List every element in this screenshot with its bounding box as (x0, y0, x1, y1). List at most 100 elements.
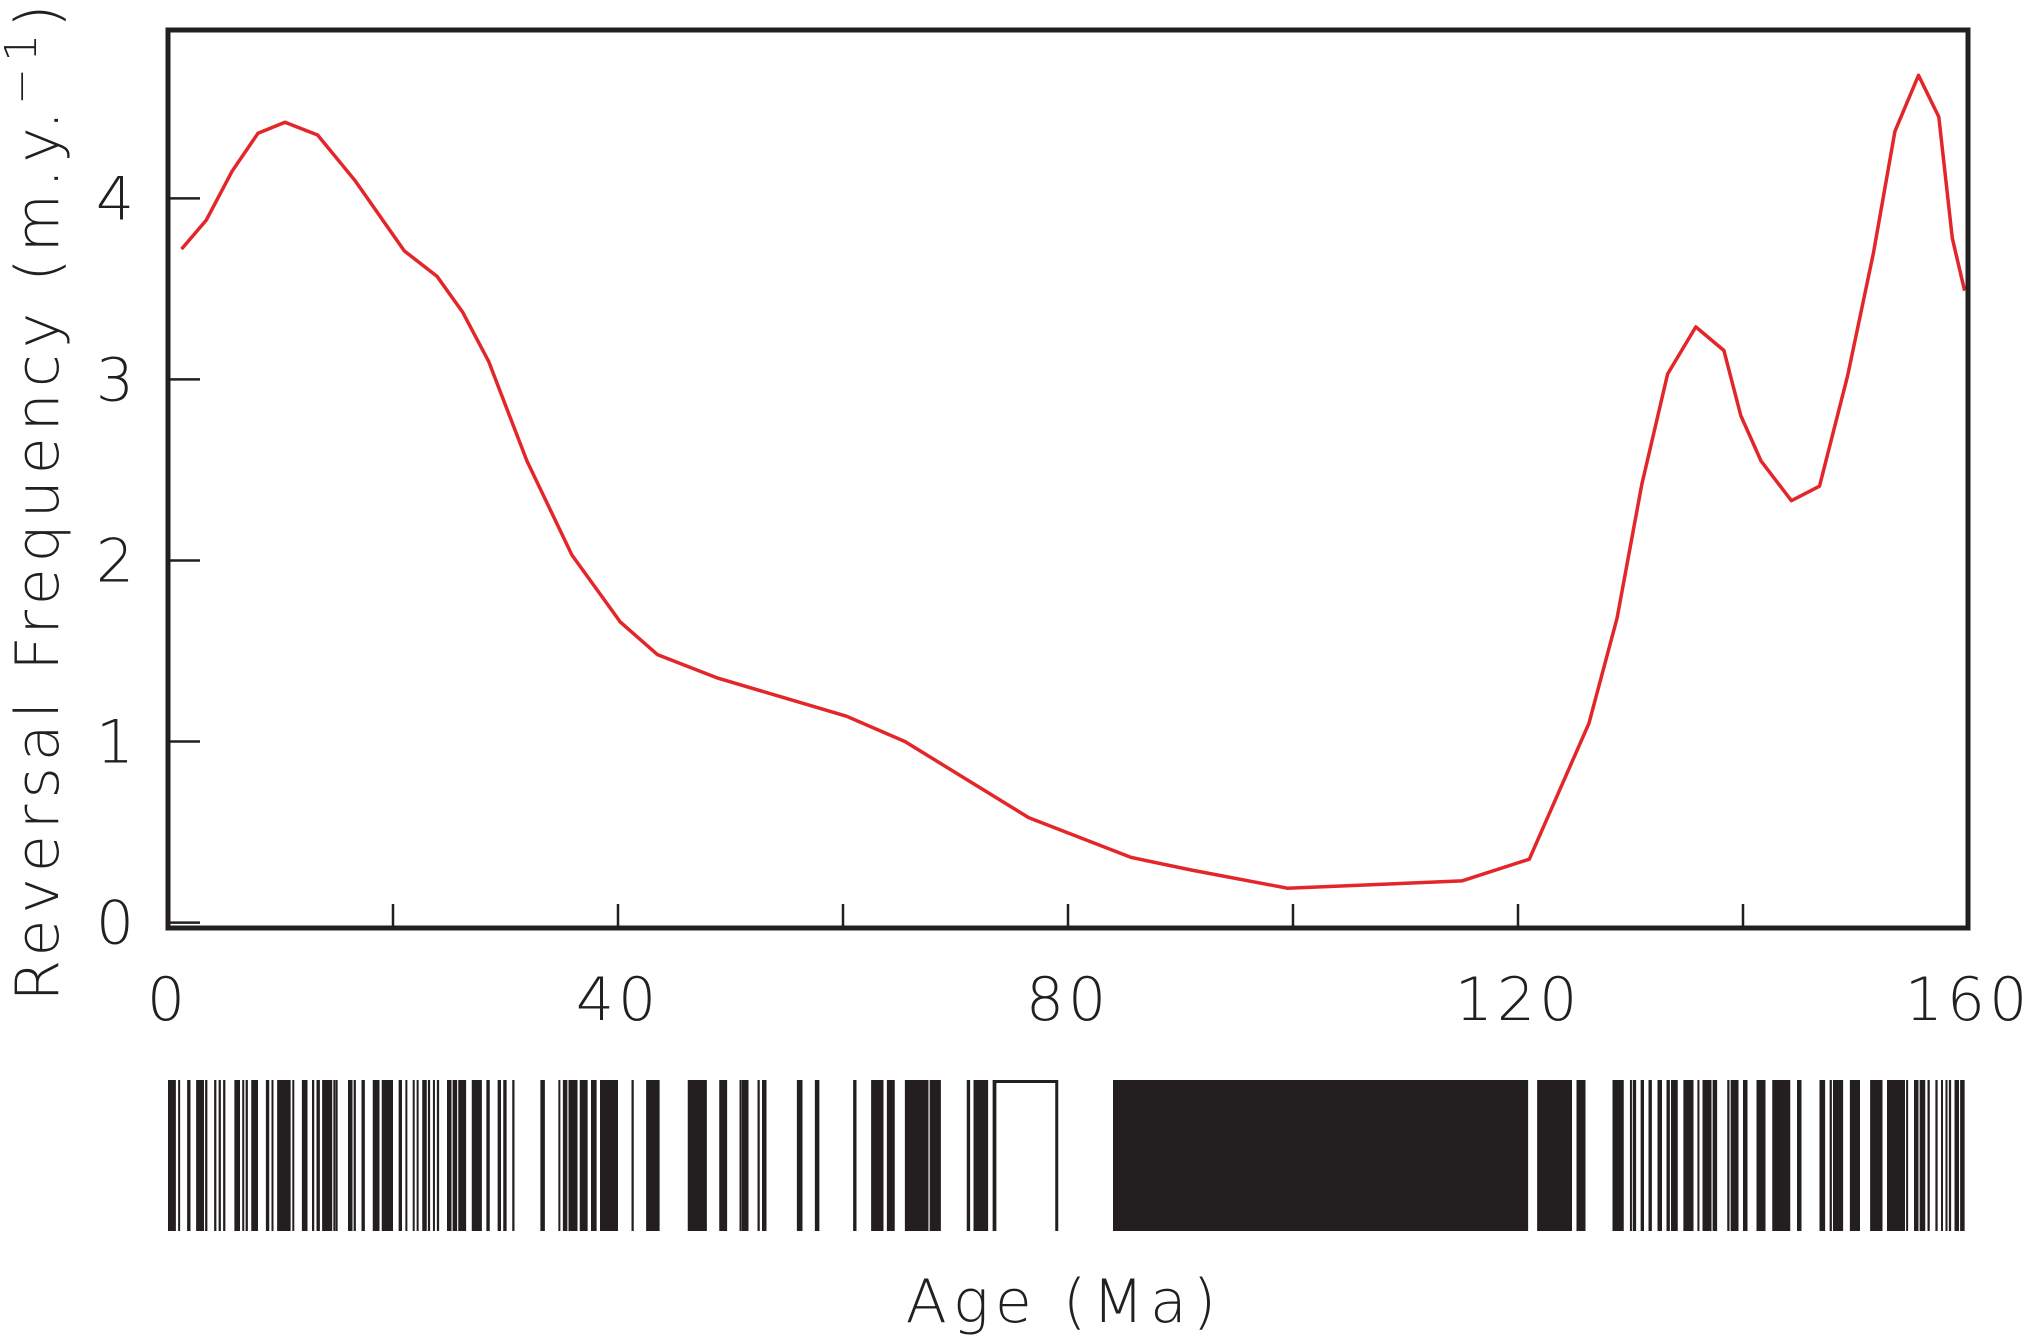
normal-polarity-bar (292, 1080, 295, 1231)
normal-polarity-bar (1948, 1080, 1952, 1231)
normal-polarity-bar (277, 1080, 291, 1231)
normal-polarity-bar (432, 1080, 435, 1231)
normal-polarity-bar (1927, 1080, 1930, 1231)
normal-polarity-bar (486, 1080, 490, 1231)
normal-polarity-bar (762, 1080, 767, 1231)
y-tick-label: 1 (96, 708, 134, 778)
normal-polarity-bar (591, 1080, 597, 1231)
normal-polarity-bar (540, 1080, 545, 1231)
normal-polarity-bar (814, 1080, 820, 1231)
normal-polarity-bar (436, 1080, 440, 1231)
normal-polarity-bar (1941, 1080, 1943, 1231)
normal-polarity-bar (871, 1080, 884, 1231)
normal-polarity-bar (353, 1080, 356, 1231)
normal-polarity-bar (187, 1080, 191, 1231)
normal-polarity-bar (335, 1080, 338, 1231)
normal-polarity-bar (1648, 1080, 1652, 1231)
normal-polarity-bar (218, 1080, 221, 1231)
normal-polarity-bar (719, 1080, 728, 1231)
normal-polarity-bar (223, 1080, 226, 1231)
normal-polarity-bar (1629, 1080, 1632, 1231)
normal-polarity-bar (322, 1080, 333, 1231)
normal-polarity-bar (579, 1080, 588, 1231)
normal-polarity-bar (458, 1080, 467, 1231)
normal-polarity-bar (348, 1080, 353, 1231)
normal-polarity-bar (796, 1080, 803, 1231)
normal-polarity-bar (251, 1080, 258, 1231)
normal-polarity-bar (271, 1080, 274, 1231)
normal-polarity-bar (568, 1080, 578, 1231)
normal-polarity-bar (1712, 1080, 1718, 1231)
normal-polarity-bar (265, 1080, 270, 1231)
normal-polarity-bar (452, 1080, 458, 1231)
normal-polarity-bar (333, 1080, 336, 1231)
normal-polarity-bar (1887, 1080, 1905, 1231)
normal-polarity-bar (447, 1080, 452, 1231)
normal-polarity-bar (1935, 1080, 1938, 1231)
axes-frame (165, 27, 1971, 931)
normal-polarity-bar (381, 1080, 393, 1231)
y-tick-label: 4 (96, 164, 134, 234)
normal-polarity-bar (1945, 1080, 1948, 1231)
normal-polarity-bar (1657, 1080, 1662, 1231)
normal-polarity-bar (1671, 1080, 1678, 1231)
normal-polarity-bar (739, 1080, 742, 1231)
normal-polarity-bar (1702, 1080, 1712, 1231)
x-tick-label: 80 (1026, 965, 1110, 1035)
y-tick-label: 3 (96, 345, 134, 415)
normal-polarity-bar (512, 1080, 515, 1231)
normal-polarity-bar (1819, 1080, 1826, 1231)
normal-polarity-bar (1576, 1080, 1586, 1231)
normal-polarity-bar (471, 1080, 482, 1231)
normal-polarity-bar (631, 1080, 634, 1231)
x-tick-label: 40 (576, 965, 660, 1035)
normal-polarity-bar (242, 1080, 245, 1231)
normal-polarity-bar (973, 1080, 989, 1231)
normal-polarity-bar (1743, 1080, 1748, 1231)
normal-polarity-bar (1954, 1080, 1959, 1231)
x-tick-label: 120 (1455, 965, 1582, 1035)
normal-polarity-bar (1870, 1080, 1883, 1231)
normal-polarity-bar (600, 1080, 618, 1231)
normal-polarity-bar (245, 1080, 248, 1231)
normal-polarity-bar (966, 1080, 971, 1231)
normal-polarity-bar (1797, 1080, 1802, 1231)
normal-polarity-bar (1632, 1080, 1637, 1231)
normal-polarity-bar (741, 1080, 749, 1231)
normal-polarity-bar (312, 1080, 315, 1231)
normal-polarity-bar (398, 1080, 402, 1231)
x-axis-label: Age (Ma) (906, 1267, 1222, 1337)
normal-polarity-bar (1914, 1080, 1919, 1231)
normal-polarity-bar (1727, 1080, 1730, 1231)
y-tick-label: 0 (96, 889, 134, 959)
normal-polarity-bar (1537, 1080, 1572, 1231)
normal-polarity-bar (1666, 1080, 1670, 1231)
normal-polarity-bar (1772, 1080, 1791, 1231)
normal-polarity-bar (1640, 1080, 1644, 1231)
polarity-timescale (168, 1080, 1965, 1231)
normal-polarity-bar (214, 1080, 217, 1231)
normal-polarity-bar (757, 1080, 760, 1231)
normal-polarity-bar (929, 1080, 941, 1231)
normal-polarity-bar (1960, 1080, 1965, 1231)
normal-polarity-bar (1113, 1080, 1529, 1231)
normal-polarity-bar (301, 1080, 308, 1231)
normal-polarity-bar (1849, 1080, 1860, 1231)
normal-polarity-bar (372, 1080, 380, 1231)
normal-polarity-bar (687, 1080, 707, 1231)
normal-polarity-bar (503, 1080, 507, 1231)
normal-polarity-bar (1730, 1080, 1739, 1231)
normal-polarity-bar (196, 1080, 204, 1231)
normal-polarity-bar (1683, 1080, 1694, 1231)
y-tick-label: 2 (96, 526, 134, 596)
normal-polarity-bar (1697, 1080, 1700, 1231)
normal-polarity-bar (497, 1080, 501, 1231)
normal-polarity-bar (886, 1080, 895, 1231)
normal-polarity-bar (405, 1080, 408, 1231)
normal-polarity-bar (234, 1080, 240, 1231)
outlined-polarity-interval (993, 1080, 1059, 1231)
normal-polarity-bar (422, 1080, 427, 1231)
x-tick-label: 160 (1905, 965, 2027, 1035)
